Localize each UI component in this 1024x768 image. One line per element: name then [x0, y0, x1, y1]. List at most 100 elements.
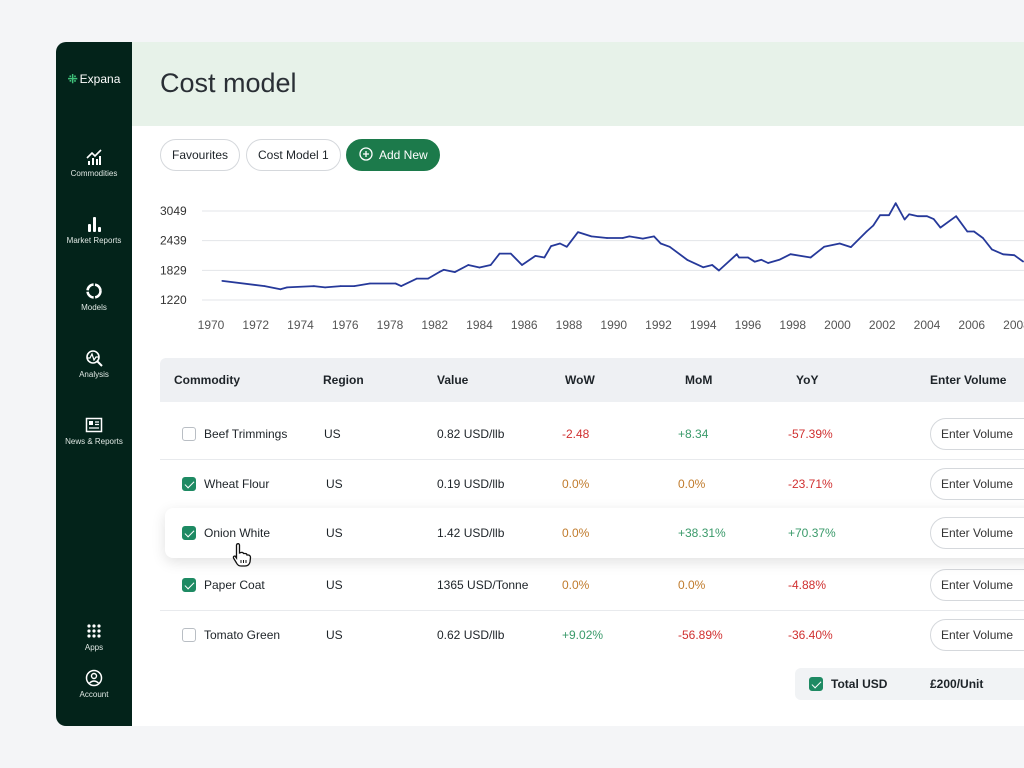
data-point [221, 280, 223, 282]
wow-change: 0.0% [562, 578, 590, 592]
data-point [838, 242, 841, 245]
data-point [823, 245, 825, 248]
commodity-name: Beef Trimmings [204, 427, 288, 441]
data-point [489, 264, 492, 266]
row-checkbox[interactable] [182, 628, 196, 642]
data-point [394, 282, 397, 285]
data-point [966, 230, 969, 233]
yoy-change: -23.71% [788, 477, 833, 491]
sidebar-item-models[interactable]: Models [56, 282, 132, 312]
yoy-change: -36.40% [788, 628, 833, 642]
data-point [686, 259, 689, 261]
page-header: Cost model [132, 42, 1024, 126]
row-checkbox[interactable] [182, 477, 196, 491]
data-point [442, 269, 445, 271]
chart-line-bars-icon [86, 149, 102, 165]
sidebar-item-news-reports[interactable]: News & Reports [56, 416, 132, 446]
data-point [467, 264, 470, 266]
data-point [789, 253, 792, 256]
volume-input[interactable]: Enter Volume [930, 468, 1024, 500]
data-point [543, 256, 546, 259]
x-tick-label: 2000 [824, 318, 851, 332]
tab-cost-model-1[interactable]: Cost Model 1 [246, 139, 341, 171]
x-tick-label: 1978 [377, 318, 404, 332]
data-point [478, 266, 481, 269]
x-tick-label: 1982 [421, 318, 448, 332]
data-point [286, 286, 288, 289]
column-header: WoW [565, 373, 595, 387]
data-point [416, 277, 418, 280]
volume-input[interactable]: Enter Volume [930, 418, 1024, 450]
add-new-button[interactable]: Add New [346, 139, 440, 171]
table-row: Onion White US 1.42 USD/llb 0.0% +38.31% +70.… [165, 508, 1024, 558]
data-point [888, 214, 890, 217]
volume-input[interactable]: Enter Volume [930, 619, 1024, 651]
x-tick-label: 1970 [198, 318, 225, 332]
data-point [438, 271, 441, 273]
mom-change: 0.0% [678, 477, 706, 491]
data-point [521, 264, 523, 266]
commodity-name: Paper Coat [204, 578, 265, 592]
x-tick-label: 2004 [914, 318, 941, 332]
total-label: Total USD [831, 677, 888, 691]
sidebar: ⁜ Expana Commodities Market Reports Model… [56, 42, 132, 726]
data-point [939, 226, 942, 229]
data-point [653, 235, 655, 238]
data-point [736, 253, 738, 256]
x-tick-label: 1974 [287, 318, 314, 332]
row-checkbox[interactable] [182, 427, 196, 441]
data-point [767, 262, 769, 264]
tab-favourites[interactable]: Favourites [160, 139, 241, 171]
brand-name: Expana [79, 72, 121, 86]
volume-input[interactable]: Enter Volume [930, 517, 1024, 549]
data-point [809, 256, 812, 259]
sidebar-item-commodities[interactable]: Commodities [56, 148, 132, 178]
plus-circle-icon [359, 147, 373, 161]
grid-icon [87, 624, 101, 638]
x-tick-label: 1984 [466, 318, 493, 332]
yoy-change: +70.37% [788, 526, 836, 540]
sidebar-item-market-reports[interactable]: Market Reports [56, 215, 132, 245]
data-point [879, 214, 881, 217]
page-title: Cost model [160, 68, 297, 98]
row-checkbox[interactable] [182, 526, 196, 540]
total-checkbox[interactable] [809, 677, 823, 691]
x-tick-label: 1976 [332, 318, 359, 332]
yoy-change: -57.39% [788, 427, 833, 441]
sidebar-item-label: News & Reports [65, 437, 123, 446]
region: US [326, 526, 343, 540]
total-value: £200/Unit [930, 677, 984, 691]
sidebar-item-label: Models [81, 303, 107, 312]
sidebar-item-apps[interactable]: Apps [56, 622, 132, 652]
sidebar-item-label: Apps [84, 643, 104, 652]
wow-change: 0.0% [562, 526, 590, 540]
data-point [917, 215, 919, 218]
mom-change: +8.34 [678, 427, 709, 441]
wow-change: +9.02% [562, 628, 604, 642]
column-header: Value [437, 373, 469, 387]
x-tick-label: 1988 [556, 318, 583, 332]
data-point [339, 285, 342, 287]
data-point [577, 231, 579, 233]
data-point [753, 260, 756, 263]
volume-input[interactable]: Enter Volume [930, 569, 1024, 601]
value: 1365 USD/Tonne [437, 578, 529, 592]
data-point [621, 237, 624, 239]
data-point [702, 266, 705, 269]
x-tick-label: 2008 [1003, 318, 1024, 332]
data-point [659, 242, 662, 245]
data-point [668, 245, 671, 248]
data-point [865, 230, 868, 233]
data-point [760, 258, 763, 261]
column-header: MoM [685, 373, 713, 387]
data-point [973, 230, 975, 233]
sidebar-item-account[interactable]: Account [56, 669, 132, 699]
column-header: Enter Volume [930, 373, 1007, 387]
logo[interactable]: ⁜ Expana [56, 72, 132, 86]
x-tick-label: 1972 [242, 318, 269, 332]
row-checkbox[interactable] [182, 578, 196, 592]
magnify-pulse-icon [86, 350, 103, 367]
sidebar-item-analysis[interactable]: Analysis [56, 349, 132, 379]
data-point [778, 258, 781, 261]
data-point [991, 248, 993, 251]
